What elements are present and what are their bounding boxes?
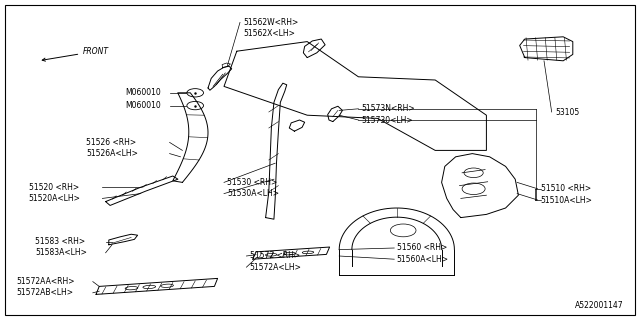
Text: 51560A<LH>: 51560A<LH> [397, 255, 449, 264]
Text: 51510A<LH>: 51510A<LH> [541, 196, 593, 204]
Text: 51562W<RH>: 51562W<RH> [243, 18, 298, 27]
Text: 51572 <RH>: 51572 <RH> [250, 252, 300, 260]
Text: 51510 <RH>: 51510 <RH> [541, 184, 591, 193]
Text: 51560 <RH>: 51560 <RH> [397, 244, 447, 252]
Text: 51573N<RH>: 51573N<RH> [362, 104, 415, 113]
Text: 51530A<LH>: 51530A<LH> [227, 189, 279, 198]
Text: 51572AA<RH>: 51572AA<RH> [16, 277, 74, 286]
Text: 51572A<LH>: 51572A<LH> [250, 263, 301, 272]
Text: 51526 <RH>: 51526 <RH> [86, 138, 136, 147]
Text: 51526A<LH>: 51526A<LH> [86, 149, 138, 158]
Text: 51520A<LH>: 51520A<LH> [29, 194, 81, 203]
Text: 51583A<LH>: 51583A<LH> [35, 248, 87, 257]
Text: 51520 <RH>: 51520 <RH> [29, 183, 79, 192]
Text: 515730<LH>: 515730<LH> [362, 116, 413, 124]
Text: FRONT: FRONT [42, 47, 109, 61]
Text: A522001147: A522001147 [575, 301, 624, 310]
Text: 51530 <RH>: 51530 <RH> [227, 178, 278, 187]
Text: M060010: M060010 [125, 88, 161, 97]
Text: M060010: M060010 [125, 101, 161, 110]
Text: 51583 <RH>: 51583 <RH> [35, 237, 85, 246]
Text: 51562X<LH>: 51562X<LH> [243, 29, 295, 38]
Text: 51572AB<LH>: 51572AB<LH> [16, 288, 73, 297]
Text: 53105: 53105 [556, 108, 580, 116]
